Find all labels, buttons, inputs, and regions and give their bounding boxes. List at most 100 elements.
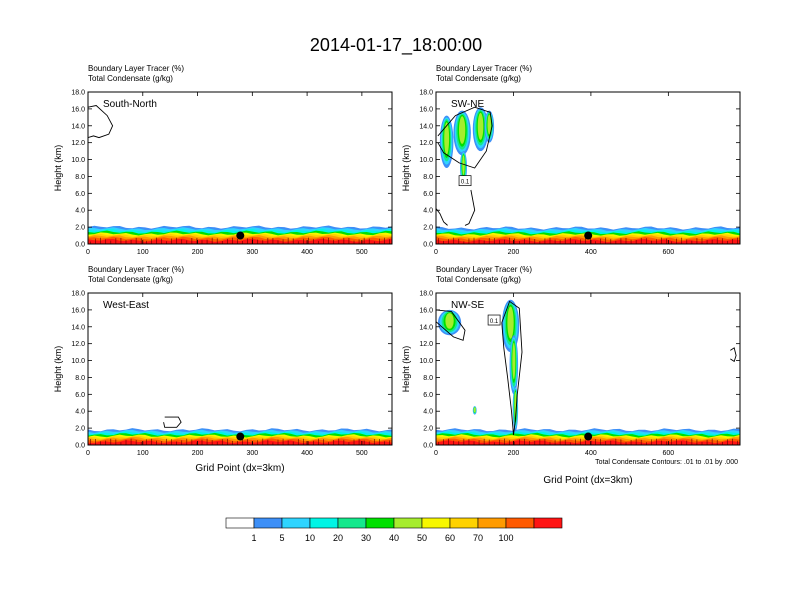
y-tick-label: 10.0 [419,157,433,164]
condensate-contour [88,105,114,139]
panel-title: West-East [103,300,149,311]
convective-plume [460,151,467,184]
y-tick-label: 4.0 [75,208,85,215]
x-tick-label: 100 [137,450,149,457]
band-layer [436,239,740,244]
colorbar-label: 5 [279,533,284,543]
panel-south-north: South-North Boundary Layer Tracer (%)Tota… [53,64,393,256]
colorbar-label: 100 [498,533,513,543]
contour-label: 0.1 [461,180,470,186]
condensate-contour [436,309,466,341]
location-marker [236,231,245,240]
convective-plume [509,335,519,395]
x-tick-label: 500 [356,450,368,457]
panel-title: South-North [103,99,157,110]
y-tick-label: 18.0 [419,291,433,298]
y-tick-label: 0.0 [423,242,433,249]
colorbar-swatch [505,517,535,529]
y-tick-label: 6.0 [75,191,85,198]
colorbar-swatch [477,517,507,529]
y-tick-label: 14.0 [419,324,433,331]
x-tick-label: 0 [86,450,90,457]
y-tick-label: 10.0 [71,358,85,365]
y-tick-label: 14.0 [71,324,85,331]
colorbar-swatch [365,517,395,529]
y-tick-label: 8.0 [423,375,433,382]
colorbar-label: 1 [251,533,256,543]
y-tick-label: 16.0 [419,307,433,314]
subtitle-tracer: Boundary Layer Tracer (%) [88,265,184,274]
plot-frame [435,91,741,245]
contour-label-box [458,175,472,187]
colorbar-swatch [421,517,451,529]
plot-area [88,416,392,445]
surface-contours [90,438,390,445]
y-tick-label: 0.0 [423,443,433,450]
x-tick-label: 200 [508,249,520,256]
colorbar-label: 50 [417,533,427,543]
band-layer [88,238,392,244]
y-tick-label: 18.0 [71,90,85,97]
colorbar-swatch [309,517,339,529]
subtitle-tracer: Boundary Layer Tracer (%) [436,64,532,73]
y-tick-label: 18.0 [71,291,85,298]
y-tick-label: 0.0 [75,242,85,249]
colorbar-swatch [337,517,367,529]
plot-frame [435,292,741,446]
convective-plume [501,299,520,353]
plot-area: 0.1 [436,299,740,445]
y-tick-label: 0.0 [75,443,85,450]
convective-plume [437,309,462,336]
y-tick-label: 6.0 [423,191,433,198]
y-axis-label: Height (km) [53,145,63,192]
y-tick-label: 14.0 [419,123,433,130]
y-tick-label: 10.0 [419,358,433,365]
condensate-contour [464,189,476,226]
plot-frame [87,292,393,446]
plume-layer [477,112,484,140]
plot-area [88,105,392,244]
condensate-contour [163,416,182,428]
x-tick-label: 300 [246,249,258,256]
y-tick-label: 18.0 [419,90,433,97]
colorbar-swatch [253,517,283,529]
y-tick-label: 12.0 [71,341,85,348]
condensate-contour [730,347,737,363]
plume-layer [473,407,476,413]
colorbar-label: 30 [361,533,371,543]
plot-area: 0.1 [436,106,740,244]
colorbar-label: 70 [473,533,483,543]
colorbar-swatch [393,517,423,529]
x-tick-label: 500 [356,249,368,256]
x-tick-label: 200 [192,249,204,256]
colorbar-swatch [281,517,311,529]
y-tick-label: 2.0 [75,426,85,433]
y-tick-label: 12.0 [71,140,85,147]
x-tick-label: 100 [137,249,149,256]
y-tick-label: 8.0 [423,174,433,181]
colorbar-swatch [225,517,255,529]
subtitle-condensate: Total Condensate (g/kg) [88,275,173,284]
location-marker [584,231,593,240]
x-axis-label: Grid Point (dx=3km) [195,463,284,474]
surface-contours [438,438,738,445]
subtitle-condensate: Total Condensate (g/kg) [88,74,173,83]
y-tick-label: 4.0 [423,208,433,215]
subtitle-condensate: Total Condensate (g/kg) [436,275,521,284]
plume-layer [445,313,454,329]
condensate-contour [437,106,493,169]
x-tick-label: 400 [585,249,597,256]
colorbar: 1 5 10 20 30 40 50 60 70 100 [225,517,563,543]
colorbar-label: 10 [305,533,315,543]
x-tick-label: 300 [246,450,258,457]
colorbar-label: 60 [445,533,455,543]
y-tick-label: 2.0 [423,426,433,433]
plume-layer [459,116,466,144]
location-marker [584,432,593,441]
convective-plume [453,110,471,156]
y-tick-label: 12.0 [419,140,433,147]
y-tick-label: 2.0 [75,225,85,232]
plume-layer [512,342,516,380]
